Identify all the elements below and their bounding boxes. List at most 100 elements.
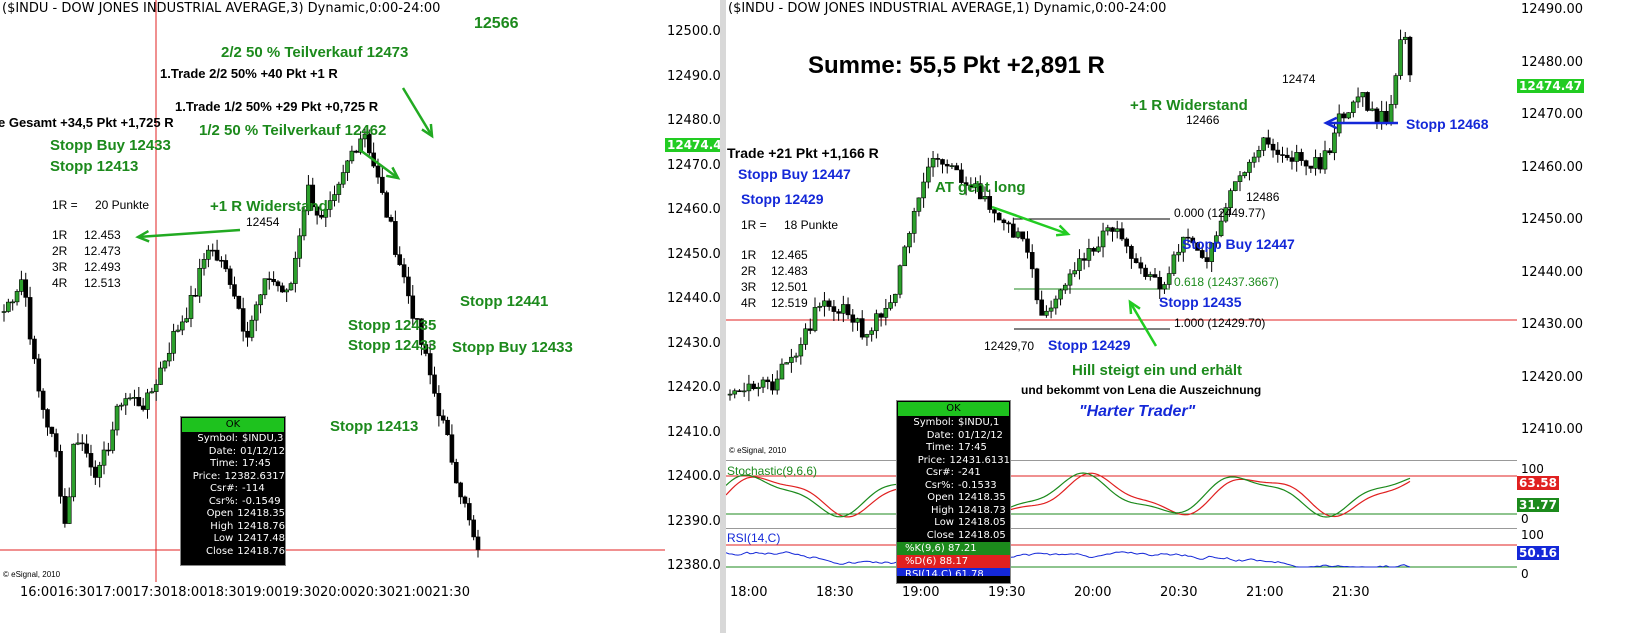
info-stoch-k: %K(9,6) 87.21 (897, 542, 1010, 555)
rsi-line (726, 551, 1411, 568)
r-level-row: 3R 12.493 (52, 260, 121, 276)
candle-body (1053, 298, 1059, 309)
candle-body (1266, 137, 1271, 145)
r-level-value: 12.465 (771, 248, 808, 262)
left-candlestick-chart[interactable] (0, 0, 665, 582)
stochastic-axis: 100 63.58 31.77 0 (1517, 460, 1639, 527)
info-box-row: Open 12418.35 (181, 508, 285, 521)
candle-body (288, 283, 294, 291)
info-box-value: -0.1533 (958, 479, 997, 491)
right-time-axis[interactable]: 18:00 18:30 19:00 19:30 20:00 20:30 21:00 21:30 (726, 582, 1517, 606)
stochastic-pane[interactable]: Stochastic(9,6,6) (726, 460, 1517, 528)
candle-body (14, 291, 20, 303)
right-stopp-label: Stopp 12429 (741, 191, 824, 207)
r-level-value: 12.501 (771, 280, 808, 294)
candle-body (271, 278, 276, 283)
candle-body (911, 211, 917, 234)
info-box-rows: Symbol: $INDU,3 Date: 01/12/12 Time: 17:45 Pri… (181, 433, 285, 558)
candle-body (432, 374, 437, 394)
r-level-name: 1R (741, 248, 757, 262)
info-box-key: Open (927, 492, 954, 503)
price-axis-label: 12440.00 (667, 291, 720, 306)
candle-body (935, 158, 941, 160)
candle-body (1261, 137, 1266, 151)
stochastic-chart[interactable] (726, 461, 1517, 528)
candle-body (930, 158, 936, 168)
info-box-key: Close (206, 545, 234, 557)
time-axis-label: 19:30 (988, 585, 1026, 600)
info-box-row: Time: 17:45 (897, 442, 1010, 455)
candle-body (902, 246, 908, 267)
info-box-row: Time: 17:45 (181, 458, 285, 471)
candle-body (366, 133, 372, 154)
price-axis-label: 12410.00 (667, 424, 720, 440)
candle-body (349, 150, 355, 162)
candle-body (1360, 92, 1366, 98)
chart-divider[interactable] (720, 0, 726, 633)
right-chart-panel[interactable]: ($INDU - DOW JONES INDUSTRIAL AVERAGE,1)… (726, 0, 1517, 458)
candle-body (784, 362, 789, 365)
candle-body (1039, 299, 1044, 316)
info-box-value: 12418.76 (237, 545, 285, 557)
r-level-name: 3R (741, 280, 757, 294)
time-axis-label: 20:30 (357, 585, 395, 600)
candle-body (240, 308, 246, 332)
right-candlestick-chart[interactable] (726, 0, 1517, 458)
stoch-d-line (726, 472, 1411, 518)
candle-body (132, 397, 137, 399)
candle-body (803, 328, 808, 345)
left-copyright: © eSignal, 2010 (3, 570, 61, 579)
candle-body (756, 386, 761, 389)
arrow-head (1323, 116, 1338, 130)
candle-body (1020, 231, 1026, 240)
info-box-row: Close 12418.76 (181, 546, 285, 559)
info-box-ok-header[interactable]: OK (182, 418, 284, 432)
left-price-axis[interactable]: 12500.00 12490.00 12480.00 12470.00 12460.00… (665, 0, 720, 582)
time-axis-label: 21:00 (1246, 585, 1284, 600)
green-arrow (137, 228, 241, 239)
rsi-pane[interactable]: RSI(14,C) (726, 528, 1517, 583)
right-price-axis[interactable]: 12490.00 12480.00 12470.00 12460.00 12450.00… (1517, 0, 1639, 458)
price-axis-label: 12500.00 (667, 24, 720, 39)
rsi-value-tag: 50.16 (1517, 546, 1559, 560)
info-box-row: Symbol: $INDU,1 (897, 417, 1010, 430)
candle-body (1105, 227, 1111, 232)
info-box-key: Time: (210, 458, 238, 469)
price-axis-label: 12400.00 (667, 469, 720, 484)
candle-body (940, 159, 945, 165)
price-axis-label: 12410.00 (1521, 422, 1584, 437)
candle-body (1157, 277, 1163, 290)
info-box-value: $INDU,3 (242, 433, 284, 444)
r-definition-value: 20 Punkte (95, 198, 150, 212)
candle-body (841, 304, 846, 314)
candle-body (1, 311, 7, 313)
at-long-label: AT geht long (935, 179, 1026, 196)
candle-body (175, 329, 181, 332)
teilverkauf-2-label: 2/2 50 % Teilverkauf 12473 (221, 44, 409, 61)
candle-body (345, 160, 350, 173)
candle-body (727, 393, 733, 396)
rsi-chart[interactable] (726, 529, 1517, 583)
time-axis-label: 18:00 (170, 585, 208, 600)
candle-body (284, 289, 289, 293)
green-arrow (359, 148, 399, 180)
left-chart-panel[interactable]: ($INDU - DOW JONES INDUSTRIAL AVERAGE,3)… (0, 0, 665, 582)
candle-body (353, 150, 359, 153)
candle-body (1086, 248, 1092, 261)
trade-2-label: 1.Trade 2/2 50% +40 Pkt +1 R (160, 66, 338, 81)
time-axis-label: 20:00 (320, 585, 358, 600)
candle-body (807, 328, 813, 331)
candle-body (1346, 112, 1351, 119)
info-box-ok-header[interactable]: OK (898, 402, 1009, 416)
left-time-axis[interactable]: 16:00 16:30 17:00 17:30 18:00 18:30 19:00 19:30… (0, 582, 665, 606)
info-box-value: -241 (958, 467, 981, 478)
candle-body (1029, 252, 1035, 270)
candle-body (878, 313, 884, 318)
info-box-row: Low 12417.48 (181, 533, 285, 546)
candle-body (845, 304, 851, 316)
candle-body (153, 384, 159, 392)
candle-body (746, 383, 752, 392)
r-level-name: 4R (741, 296, 757, 310)
info-box-row: Csr%: -0.1533 (897, 480, 1010, 493)
candle-body (253, 304, 259, 321)
